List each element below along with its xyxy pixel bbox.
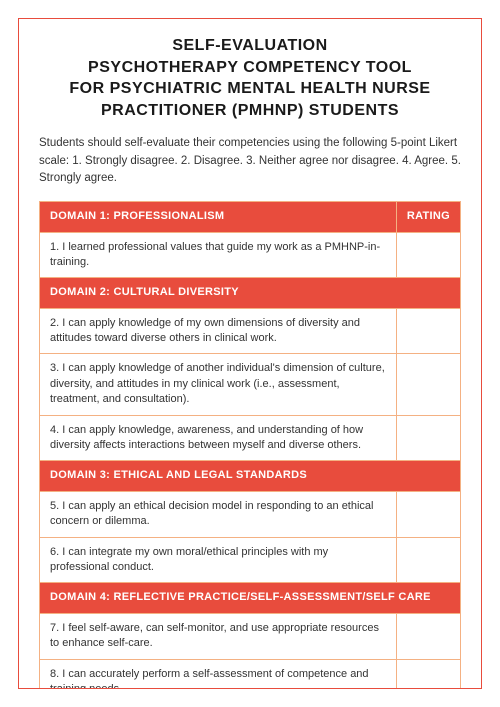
rating-cell[interactable]	[396, 491, 460, 537]
item-text: 2. I can apply knowledge of my own dimen…	[40, 308, 397, 354]
item-row: 7. I feel self-aware, can self-monitor, …	[40, 613, 461, 659]
page-title: SELF-EVALUATION PSYCHOTHERAPY COMPETENCY …	[39, 35, 461, 121]
item-row: 5. I can apply an ethical decision model…	[40, 491, 461, 537]
item-row: 6. I can integrate my own moral/ethical …	[40, 537, 461, 583]
rating-cell[interactable]	[396, 659, 460, 689]
domain-row: DOMAIN 2: CULTURAL DIVERSITY	[40, 278, 461, 308]
domain-label: DOMAIN 3: ETHICAL AND LEGAL STANDARDS	[40, 461, 461, 491]
item-text: 4. I can apply knowledge, awareness, and…	[40, 415, 397, 461]
competency-table: DOMAIN 1: PROFESSIONALISMRATING1. I lear…	[39, 201, 461, 689]
title-line: PRACTITIONER (PMHNP) STUDENTS	[101, 102, 399, 119]
domain-label: DOMAIN 1: PROFESSIONALISM	[40, 202, 397, 232]
item-row: 8. I can accurately perform a self-asses…	[40, 659, 461, 689]
item-text: 3. I can apply knowledge of another indi…	[40, 354, 397, 415]
domain-row: DOMAIN 4: REFLECTIVE PRACTICE/SELF-ASSES…	[40, 583, 461, 613]
item-text: 8. I can accurately perform a self-asses…	[40, 659, 397, 689]
rating-cell[interactable]	[396, 537, 460, 583]
item-row: 3. I can apply knowledge of another indi…	[40, 354, 461, 415]
title-line: FOR PSYCHIATRIC MENTAL HEALTH NURSE	[69, 80, 430, 97]
item-text: 7. I feel self-aware, can self-monitor, …	[40, 613, 397, 659]
rating-cell[interactable]	[396, 415, 460, 461]
title-line: SELF-EVALUATION	[172, 37, 327, 54]
item-row: 2. I can apply knowledge of my own dimen…	[40, 308, 461, 354]
item-text: 6. I can integrate my own moral/ethical …	[40, 537, 397, 583]
rating-cell[interactable]	[396, 613, 460, 659]
intro-text: Students should self-evaluate their comp…	[39, 135, 461, 187]
item-row: 4. I can apply knowledge, awareness, and…	[40, 415, 461, 461]
rating-cell[interactable]	[396, 354, 460, 415]
table-body: DOMAIN 1: PROFESSIONALISMRATING1. I lear…	[40, 202, 461, 689]
rating-header: RATING	[396, 202, 460, 232]
domain-label: DOMAIN 4: REFLECTIVE PRACTICE/SELF-ASSES…	[40, 583, 461, 613]
domain-row: DOMAIN 1: PROFESSIONALISMRATING	[40, 202, 461, 232]
domain-label: DOMAIN 2: CULTURAL DIVERSITY	[40, 278, 461, 308]
item-row: 1. I learned professional values that gu…	[40, 232, 461, 278]
title-line: PSYCHOTHERAPY COMPETENCY TOOL	[88, 59, 412, 76]
rating-cell[interactable]	[396, 308, 460, 354]
domain-row: DOMAIN 3: ETHICAL AND LEGAL STANDARDS	[40, 461, 461, 491]
item-text: 5. I can apply an ethical decision model…	[40, 491, 397, 537]
page-frame: SELF-EVALUATION PSYCHOTHERAPY COMPETENCY …	[18, 18, 482, 689]
rating-cell[interactable]	[396, 232, 460, 278]
item-text: 1. I learned professional values that gu…	[40, 232, 397, 278]
